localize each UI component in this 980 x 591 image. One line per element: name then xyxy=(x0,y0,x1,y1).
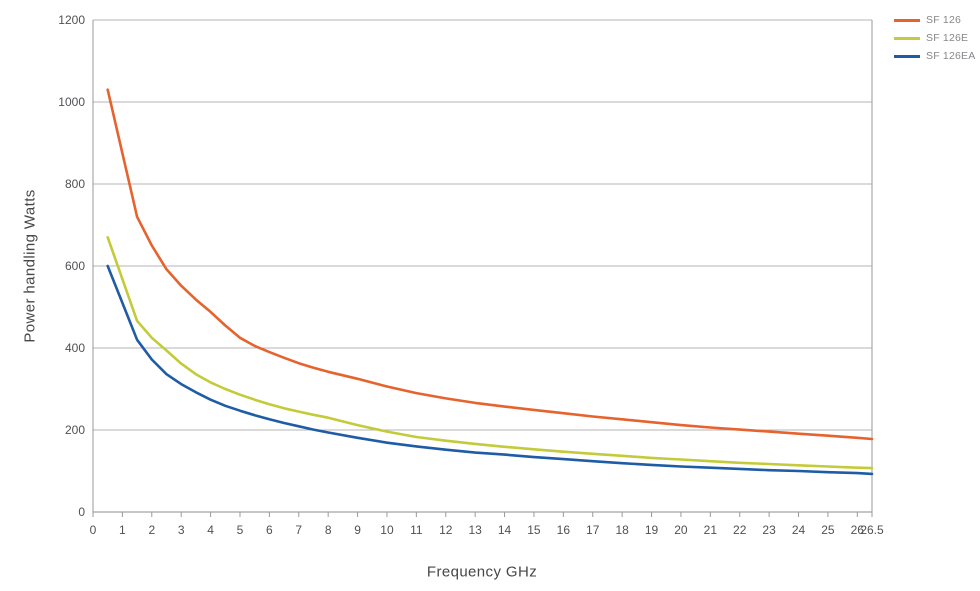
x-tick-label: 14 xyxy=(498,523,512,537)
x-tick-label: 7 xyxy=(295,523,302,537)
x-tick-label: 12 xyxy=(439,523,453,537)
x-tick-label: 18 xyxy=(615,523,629,537)
x-tick-label: 16 xyxy=(557,523,571,537)
legend-item-sf126ea: SF 126EA xyxy=(894,50,975,62)
x-tick-label: 17 xyxy=(586,523,600,537)
x-tick-label: 23 xyxy=(762,523,776,537)
series-line-sf-126e xyxy=(106,236,874,470)
x-tick-label: 8 xyxy=(325,523,332,537)
x-tick-label: 10 xyxy=(380,523,394,537)
legend-swatch-sf126ea xyxy=(894,54,920,58)
x-tick-label: 2 xyxy=(148,523,155,537)
x-tick-label: 0 xyxy=(90,523,97,537)
legend-swatch-sf126e xyxy=(894,36,920,40)
legend-label: SF 126E xyxy=(926,32,969,44)
x-tick-label: 20 xyxy=(674,523,688,537)
x-tick-label: 11 xyxy=(410,523,423,537)
x-tick-label: 21 xyxy=(704,523,718,537)
x-tick-label: 13 xyxy=(468,523,482,537)
legend-swatch-sf126 xyxy=(894,18,920,22)
y-tick-label: 400 xyxy=(65,341,85,355)
series-line-sf-126ea xyxy=(106,264,874,476)
legend-item-sf126: SF 126 xyxy=(894,14,975,26)
x-tick-label: 4 xyxy=(207,523,214,537)
x-tick-label: 15 xyxy=(527,523,541,537)
y-tick-label: 1000 xyxy=(58,95,85,109)
legend-item-sf126e: SF 126E xyxy=(894,32,975,44)
y-axis-title: Power handling Watts xyxy=(21,189,39,343)
x-tick-label: 3 xyxy=(178,523,185,537)
x-tick-label: 26.5 xyxy=(860,523,884,537)
y-tick-label: 600 xyxy=(65,259,85,273)
chart-legend: SF 126 SF 126E SF 126EA xyxy=(894,14,975,62)
x-tick-label: 1 xyxy=(119,523,126,537)
x-tick-label: 25 xyxy=(821,523,835,537)
x-tick-label: 24 xyxy=(792,523,806,537)
x-tick-label: 19 xyxy=(645,523,659,537)
y-tick-label: 800 xyxy=(65,177,85,191)
series-line-sf-126 xyxy=(106,88,874,441)
x-tick-label: 9 xyxy=(354,523,361,537)
x-axis-title: Frequency GHz xyxy=(426,563,538,581)
x-tick-label: 26 xyxy=(851,523,865,537)
legend-label: SF 126EA xyxy=(926,50,976,62)
x-tick-label: 22 xyxy=(733,523,747,537)
y-tick-label: 0 xyxy=(78,505,85,519)
y-tick-label: 200 xyxy=(65,423,85,437)
x-tick-label: 5 xyxy=(237,523,244,537)
legend-label: SF 126 xyxy=(926,14,962,26)
y-tick-label: 1200 xyxy=(58,13,85,27)
x-tick-label: 6 xyxy=(266,523,273,537)
